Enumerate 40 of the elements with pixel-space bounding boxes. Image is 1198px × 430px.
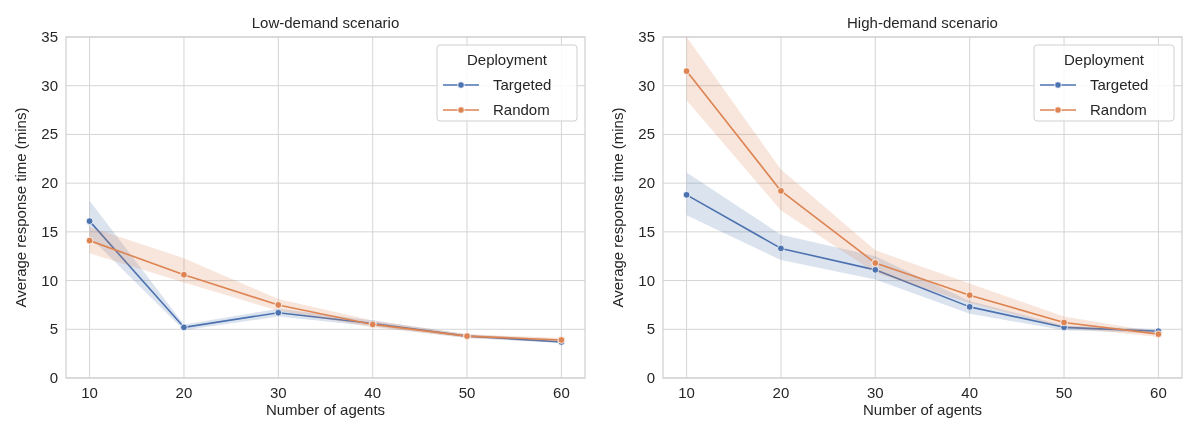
y-tick-label: 0	[646, 369, 655, 386]
y-tick-label: 20	[41, 174, 58, 192]
x-tick-label: 50	[458, 384, 476, 401]
y-tick-label: 0	[49, 369, 58, 386]
x-tick-label: 40	[364, 384, 382, 401]
x-tick-label: 60	[553, 384, 570, 401]
x-tick-label: 30	[866, 384, 884, 401]
x-axis-title: Number of agents	[265, 401, 386, 418]
y-tick-label: 15	[638, 222, 655, 240]
y-tick-label: 25	[638, 125, 655, 143]
x-tick-label: 60	[1150, 384, 1167, 401]
legend-label: Targeted	[493, 76, 552, 93]
legend-label: Random	[493, 101, 550, 118]
x-tick-label: 20	[175, 384, 193, 401]
y-axis-title: Average response time (mins)	[609, 107, 626, 308]
y-tick-label: 10	[638, 271, 655, 289]
legend-label: Targeted	[1090, 76, 1149, 93]
legend-title: Deployment	[1063, 51, 1145, 68]
x-tick-label: 40	[961, 384, 979, 401]
legend-label: Random	[1090, 101, 1147, 118]
y-tick-label: 35	[41, 28, 58, 45]
x-tick-label: 30	[269, 384, 287, 401]
y-tick-label: 25	[41, 125, 58, 143]
x-tick-label: 10	[81, 384, 98, 401]
x-axis-title: Number of agents	[862, 401, 983, 418]
y-tick-label: 15	[41, 222, 58, 240]
y-tick-label: 30	[41, 76, 58, 94]
chart-title: High-demand scenario	[847, 14, 998, 31]
y-tick-label: 30	[638, 76, 655, 94]
x-tick-label: 20	[772, 384, 790, 401]
y-tick-label: 20	[638, 174, 655, 192]
y-axis-title: Average response time (mins)	[12, 107, 29, 308]
chart-title: Low-demand scenario	[251, 14, 400, 31]
x-tick-label: 50	[1055, 384, 1073, 401]
y-tick-label: 35	[638, 28, 655, 45]
y-tick-label: 5	[646, 320, 655, 338]
y-tick-label: 5	[49, 320, 58, 338]
x-tick-label: 10	[678, 384, 695, 401]
y-tick-label: 10	[41, 271, 58, 289]
legend-title: Deployment	[466, 51, 548, 68]
